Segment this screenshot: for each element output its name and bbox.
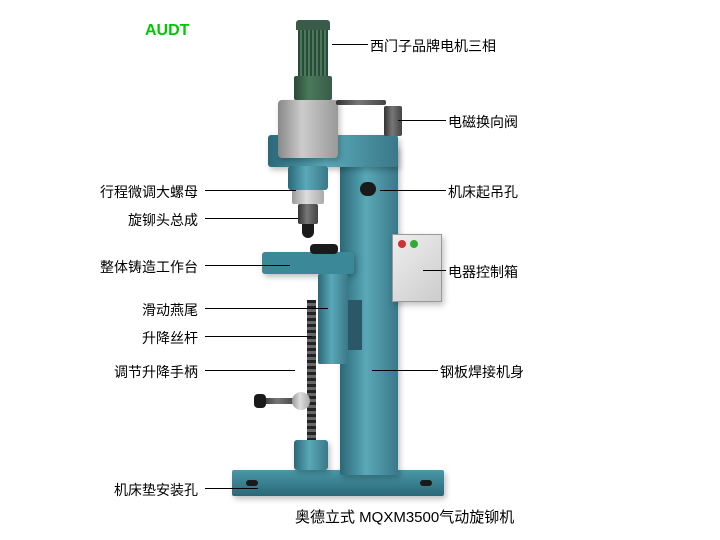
- slide-plate: [348, 300, 362, 350]
- leader-dovetail: [205, 308, 328, 309]
- leader-rivet-head: [205, 218, 298, 219]
- caption: 奥德立式 MQXM3500气动旋铆机: [295, 506, 514, 527]
- label-dovetail: 滑动燕尾: [142, 300, 198, 320]
- work-table: [262, 252, 354, 274]
- leader-stroke-nut: [205, 190, 296, 191]
- leader-lead-screw: [205, 336, 312, 337]
- leader-lift-hole: [380, 190, 446, 191]
- label-stroke-nut: 行程微调大螺母: [100, 182, 198, 202]
- leader-control-box: [423, 270, 446, 271]
- control-btn-1: [398, 240, 406, 248]
- leader-motor: [332, 44, 368, 45]
- motor-fins: [298, 30, 328, 76]
- control-btn-2: [410, 240, 418, 248]
- leader-base-hole: [205, 488, 258, 489]
- label-control-box: 电器控制箱: [448, 262, 518, 282]
- label-base-hole: 机床垫安装孔: [114, 480, 198, 500]
- leader-valve: [398, 120, 446, 121]
- label-lead-screw: 升降丝杆: [142, 328, 198, 348]
- lift-handle-shaft: [262, 398, 296, 404]
- motor-cap: [296, 20, 330, 30]
- label-motor: 西门子品牌电机三相: [370, 36, 496, 56]
- base-plate: [232, 470, 444, 496]
- motor-base: [294, 76, 332, 100]
- label-lift-handle: 调节升降手柄: [114, 362, 198, 382]
- base-hole-right: [420, 480, 432, 486]
- head-cylinder: [278, 100, 338, 158]
- adjust-nut: [292, 190, 324, 204]
- lift-handle-knob: [254, 394, 266, 408]
- lifting-hole: [360, 182, 376, 196]
- spindle-shaft: [298, 204, 318, 224]
- solenoid-valve: [384, 106, 402, 136]
- base-hole-left: [246, 480, 258, 486]
- label-body: 钢板焊接机身: [440, 362, 524, 382]
- lead-screw: [307, 300, 316, 445]
- brand-logo: AUDT: [145, 22, 189, 40]
- screw-base: [294, 440, 328, 470]
- lift-handle-hub: [292, 392, 310, 410]
- table-fixture: [310, 244, 338, 254]
- leader-lift-handle: [205, 370, 295, 371]
- air-hose: [336, 100, 386, 105]
- label-valve: 电磁换向阀: [448, 112, 518, 132]
- spindle-housing: [288, 166, 328, 190]
- leader-body: [372, 370, 438, 371]
- label-lift-hole: 机床起吊孔: [448, 182, 518, 202]
- label-rivet-head: 旋铆头总成: [128, 210, 198, 230]
- rivet-head: [302, 224, 314, 238]
- label-work-table: 整体铸造工作台: [100, 257, 198, 277]
- dovetail-slide: [318, 274, 348, 364]
- leader-work-table: [205, 265, 290, 266]
